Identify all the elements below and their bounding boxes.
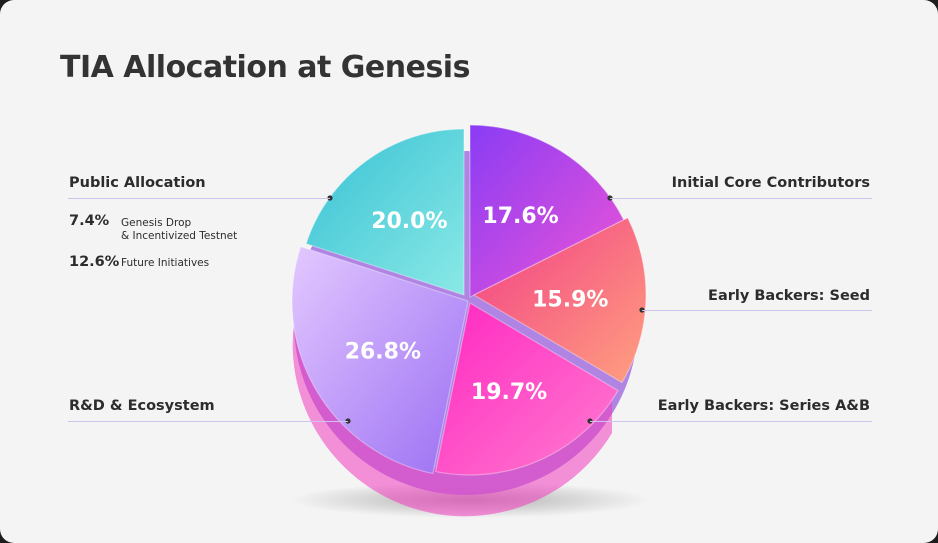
slice-label-public-allocation: 20.0% xyxy=(371,209,447,234)
breakdown-label-genesis: Genesis Drop & Incentivized Testnet xyxy=(121,217,237,243)
rule-public-allocation xyxy=(68,198,330,199)
rule-series-ab xyxy=(590,421,872,422)
breakdown-pct-genesis: 7.4% xyxy=(69,213,110,229)
chart-title: TIA Allocation at Genesis xyxy=(60,50,470,85)
pie-slice-initial-core xyxy=(469,124,625,298)
label-initial-core: Initial Core Contributors xyxy=(671,175,870,191)
leader-dot-rd-ecosystem xyxy=(345,418,351,424)
rule-seed xyxy=(642,310,872,311)
slice-label-series-ab: 19.7% xyxy=(471,380,547,405)
breakdown-genesis-line2: & Incentivized Testnet xyxy=(121,230,238,242)
pie-slice-series-ab xyxy=(434,302,619,476)
leader-dot-initial-core xyxy=(607,195,613,201)
label-seed: Early Backers: Seed xyxy=(708,288,870,304)
label-series-ab: Early Backers: Series A&B xyxy=(657,398,870,414)
breakdown-genesis-line1: Genesis Drop xyxy=(121,217,192,229)
leader-dot-public-allocation xyxy=(327,195,333,201)
label-public-allocation: Public Allocation xyxy=(69,175,206,191)
breakdown-pct-future: 12.6% xyxy=(69,254,120,270)
slice-label-rd-ecosystem: 26.8% xyxy=(345,340,421,365)
rule-rd-ecosystem xyxy=(68,421,348,422)
pie-slice-rd-ecosystem xyxy=(291,245,469,475)
slice-label-seed: 15.9% xyxy=(532,287,608,312)
label-rd-ecosystem: R&D & Ecosystem xyxy=(69,398,215,414)
breakdown-label-future: Future Initiatives xyxy=(121,257,210,269)
rule-initial-core xyxy=(610,198,872,199)
pie-slice-public-allocation xyxy=(305,128,465,296)
pie-slice-seed xyxy=(472,217,647,384)
slice-label-initial-core: 17.6% xyxy=(482,204,558,229)
